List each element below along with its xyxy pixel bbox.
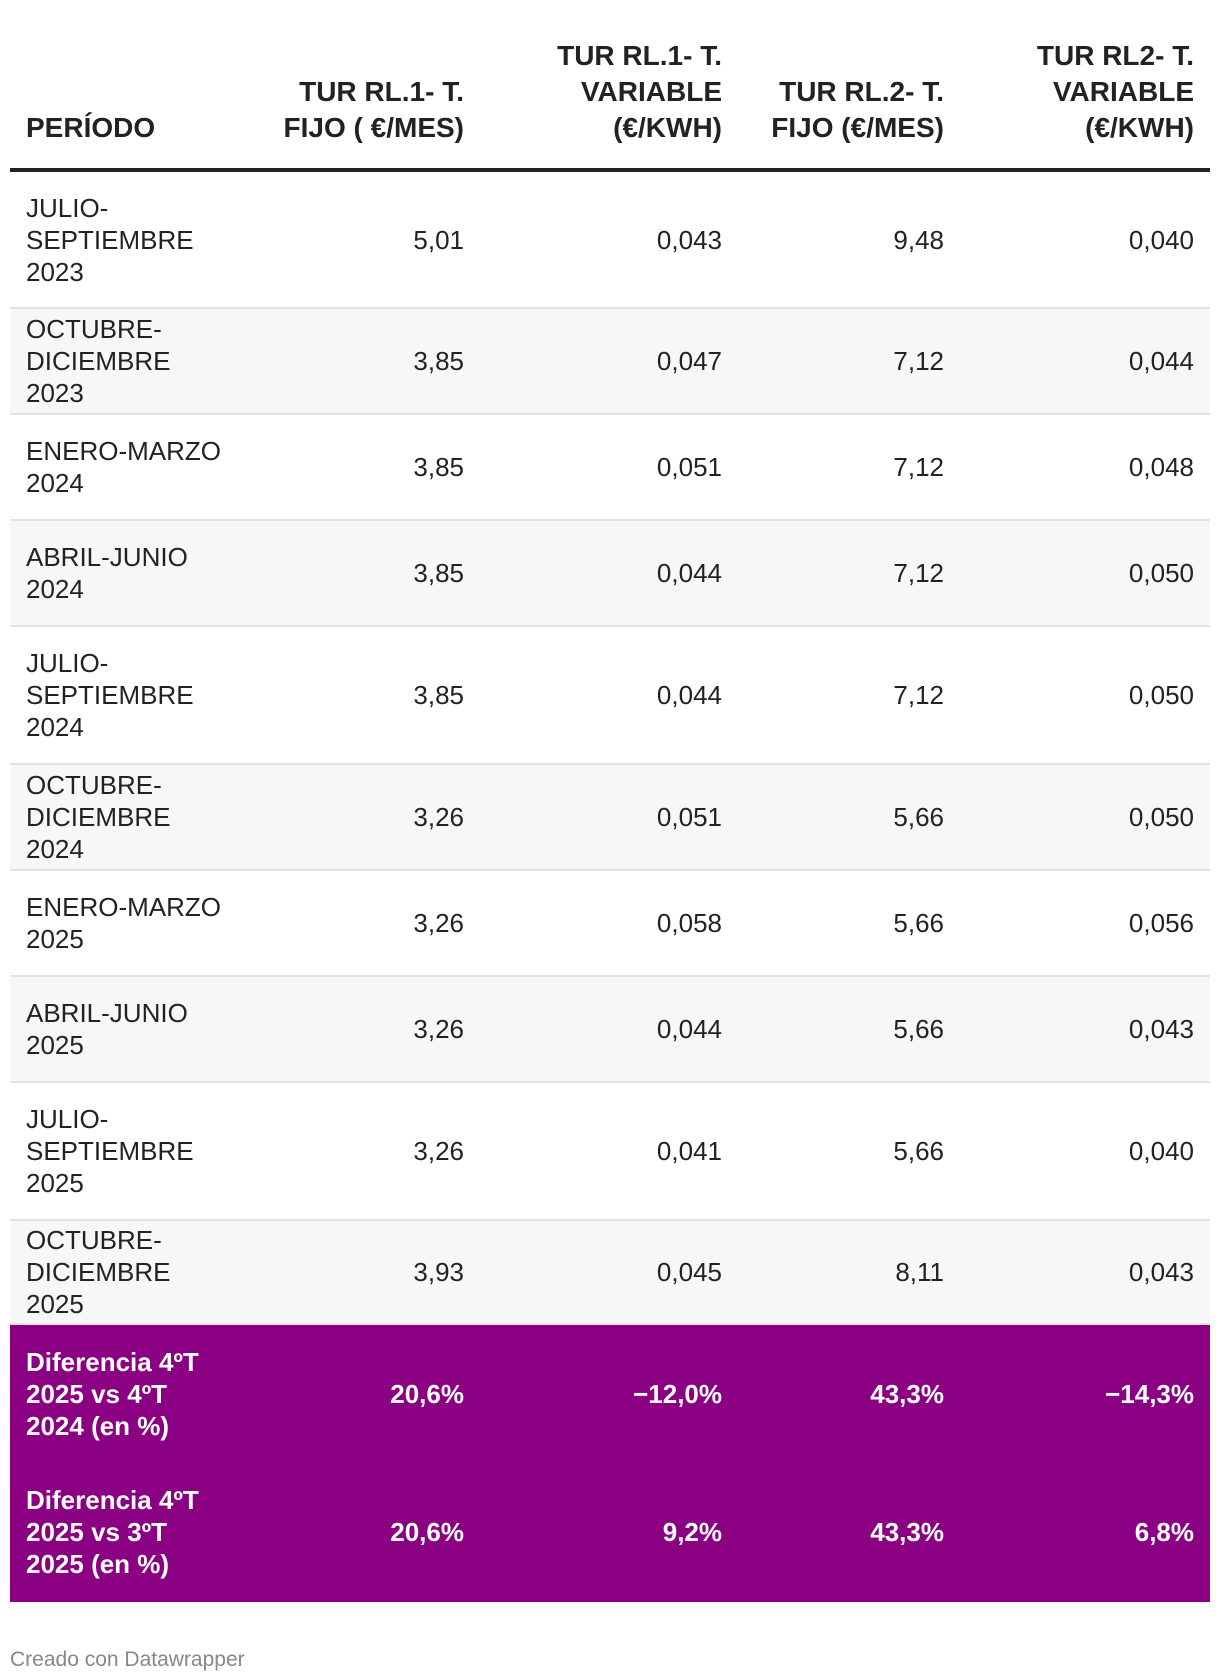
value-cell: 5,66 xyxy=(738,1082,960,1221)
table-row: ENERO-MARZO 2025 3,26 0,058 5,66 0,056 xyxy=(10,870,1210,977)
summary-value-cell: 6,8% xyxy=(960,1462,1210,1602)
table-header: PERÍODO TUR RL.1- T. FIJO ( €/MES) TUR R… xyxy=(10,0,1210,172)
value-cell: 3,85 xyxy=(240,414,480,521)
value-cell: 7,12 xyxy=(738,626,960,765)
value-cell: 0,043 xyxy=(480,170,738,309)
value-cell: 5,01 xyxy=(240,170,480,309)
table-row: OCTUBRE-DICIEMBRE 2024 3,26 0,051 5,66 0… xyxy=(10,764,1210,871)
table-row: ENERO-MARZO 2024 3,85 0,051 7,12 0,048 xyxy=(10,414,1210,521)
value-cell: 3,26 xyxy=(240,976,480,1083)
period-cell: OCTUBRE-DICIEMBRE 2023 xyxy=(10,308,240,415)
summary-value-cell: 20,6% xyxy=(240,1462,480,1602)
value-cell: 0,043 xyxy=(960,976,1210,1083)
table-row: JULIO-SEPTIEMBRE 2024 3,85 0,044 7,12 0,… xyxy=(10,626,1210,765)
summary-value-cell: 9,2% xyxy=(480,1462,738,1602)
summary-value-cell: 20,6% xyxy=(240,1324,480,1462)
period-cell: ENERO-MARZO 2024 xyxy=(10,414,240,521)
period-cell: JULIO-SEPTIEMBRE 2025 xyxy=(10,1082,240,1221)
value-cell: 3,85 xyxy=(240,626,480,765)
value-cell: 0,051 xyxy=(480,764,738,871)
summary-value-cell: 43,3% xyxy=(738,1324,960,1462)
summary-row-vs-3t-2025: Diferencia 4ºT 2025 vs 3ºT 2025 (en %) 2… xyxy=(10,1462,1210,1602)
price-table: PERÍODO TUR RL.1- T. FIJO ( €/MES) TUR R… xyxy=(10,0,1210,1602)
datawrapper-credit: Creado con Datawrapper xyxy=(10,1648,245,1671)
value-cell: 0,050 xyxy=(960,764,1210,871)
value-cell: 0,050 xyxy=(960,626,1210,765)
value-cell: 0,044 xyxy=(960,308,1210,415)
period-cell: JULIO-SEPTIEMBRE 2023 xyxy=(10,170,240,309)
summary-value-cell: 43,3% xyxy=(738,1462,960,1602)
period-cell: ABRIL-JUNIO 2025 xyxy=(10,976,240,1083)
value-cell: 7,12 xyxy=(738,520,960,627)
value-cell: 0,048 xyxy=(960,414,1210,521)
value-cell: 7,12 xyxy=(738,308,960,415)
table-row: JULIO-SEPTIEMBRE 2023 5,01 0,043 9,48 0,… xyxy=(10,170,1210,309)
table-row: OCTUBRE-DICIEMBRE 2025 3,93 0,045 8,11 0… xyxy=(10,1220,1210,1325)
period-cell: OCTUBRE-DICIEMBRE 2025 xyxy=(10,1220,240,1325)
value-cell: 5,66 xyxy=(738,764,960,871)
value-cell: 0,043 xyxy=(960,1220,1210,1325)
table-row: OCTUBRE-DICIEMBRE 2023 3,85 0,047 7,12 0… xyxy=(10,308,1210,415)
period-cell: ENERO-MARZO 2025 xyxy=(10,870,240,977)
period-cell: JULIO-SEPTIEMBRE 2024 xyxy=(10,626,240,765)
table-row: ABRIL-JUNIO 2024 3,85 0,044 7,12 0,050 xyxy=(10,520,1210,627)
value-cell: 0,041 xyxy=(480,1082,738,1221)
price-table-container: PERÍODO TUR RL.1- T. FIJO ( €/MES) TUR R… xyxy=(10,0,1210,1602)
summary-label-cell: Diferencia 4ºT 2025 vs 3ºT 2025 (en %) xyxy=(10,1462,240,1602)
value-cell: 0,044 xyxy=(480,520,738,627)
header-row: PERÍODO TUR RL.1- T. FIJO ( €/MES) TUR R… xyxy=(10,0,1210,172)
value-cell: 0,040 xyxy=(960,170,1210,309)
value-cell: 0,044 xyxy=(480,626,738,765)
period-cell: OCTUBRE-DICIEMBRE 2024 xyxy=(10,764,240,871)
value-cell: 3,26 xyxy=(240,870,480,977)
summary-value-cell: −12,0% xyxy=(480,1324,738,1462)
table-body: JULIO-SEPTIEMBRE 2023 5,01 0,043 9,48 0,… xyxy=(10,170,1210,1602)
value-cell: 0,047 xyxy=(480,308,738,415)
summary-row-vs-4t-2024: Diferencia 4ºT 2025 vs 4ºT 2024 (en %) 2… xyxy=(10,1324,1210,1462)
value-cell: 3,85 xyxy=(240,520,480,627)
table-row: JULIO-SEPTIEMBRE 2025 3,26 0,041 5,66 0,… xyxy=(10,1082,1210,1221)
value-cell: 0,050 xyxy=(960,520,1210,627)
value-cell: 0,040 xyxy=(960,1082,1210,1221)
value-cell: 7,12 xyxy=(738,414,960,521)
value-cell: 3,26 xyxy=(240,1082,480,1221)
value-cell: 3,26 xyxy=(240,764,480,871)
table-row: ABRIL-JUNIO 2025 3,26 0,044 5,66 0,043 xyxy=(10,976,1210,1083)
column-header-rl1-fijo: TUR RL.1- T. FIJO ( €/MES) xyxy=(240,0,480,172)
value-cell: 3,85 xyxy=(240,308,480,415)
column-header-rl2-variable: TUR RL2- T. VARIABLE (€/KWH) xyxy=(960,0,1210,172)
summary-label-cell: Diferencia 4ºT 2025 vs 4ºT 2024 (en %) xyxy=(10,1324,240,1462)
value-cell: 8,11 xyxy=(738,1220,960,1325)
column-header-rl1-variable: TUR RL.1- T. VARIABLE (€/KWH) xyxy=(480,0,738,172)
value-cell: 9,48 xyxy=(738,170,960,309)
value-cell: 5,66 xyxy=(738,870,960,977)
value-cell: 0,056 xyxy=(960,870,1210,977)
value-cell: 0,045 xyxy=(480,1220,738,1325)
value-cell: 3,93 xyxy=(240,1220,480,1325)
value-cell: 0,044 xyxy=(480,976,738,1083)
summary-value-cell: −14,3% xyxy=(960,1324,1210,1462)
column-header-rl2-fijo: TUR RL.2- T. FIJO (€/MES) xyxy=(738,0,960,172)
value-cell: 0,058 xyxy=(480,870,738,977)
value-cell: 5,66 xyxy=(738,976,960,1083)
value-cell: 0,051 xyxy=(480,414,738,521)
column-header-periodo: PERÍODO xyxy=(10,0,240,172)
period-cell: ABRIL-JUNIO 2024 xyxy=(10,520,240,627)
